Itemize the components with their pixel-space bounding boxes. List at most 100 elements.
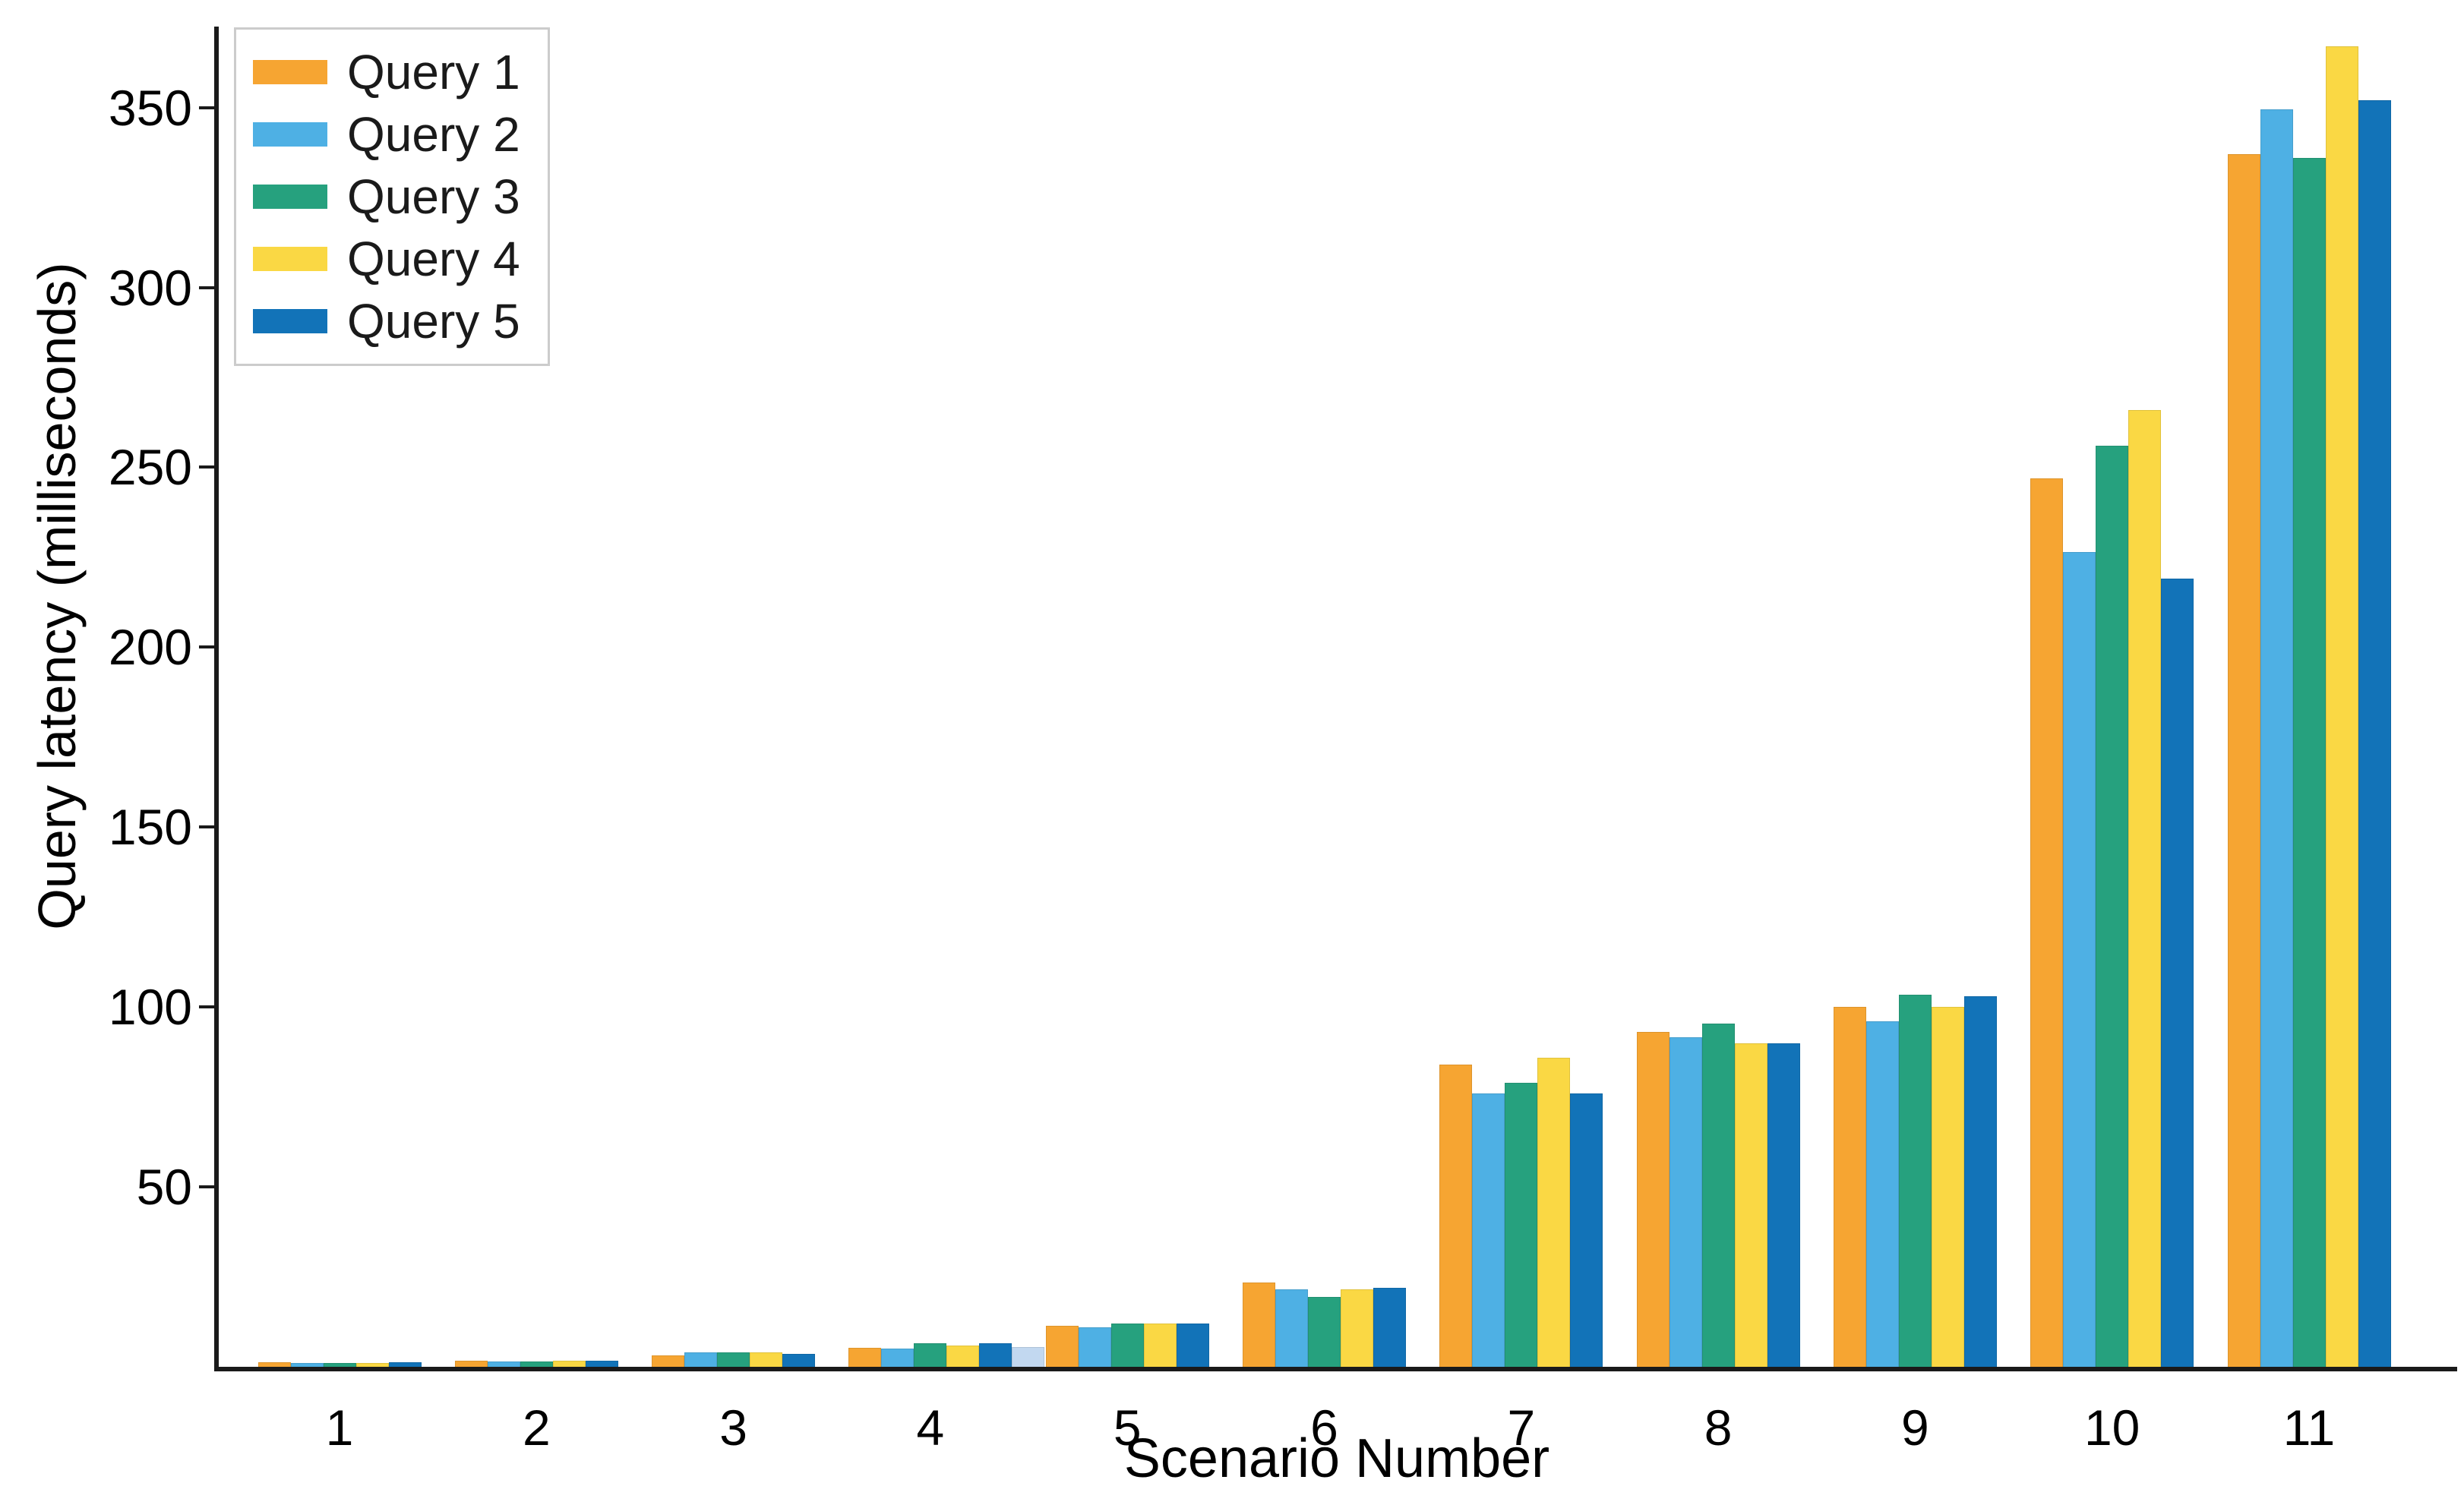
bar-query4-scenario-3 <box>750 1352 783 1367</box>
bar-group-scenario-8 <box>1636 27 1800 1367</box>
x-tick-label-11: 11 <box>2282 1399 2336 1456</box>
x-tick-label-3: 3 <box>719 1399 747 1456</box>
bar-query4-scenario-4 <box>946 1345 980 1367</box>
bar-query4-scenario-8 <box>1734 1043 1767 1367</box>
bar-query3-scenario-8 <box>1701 1023 1735 1367</box>
bar-query5-scenario-10 <box>2161 579 2194 1367</box>
x-tick-label-4: 4 <box>916 1399 945 1456</box>
x-tick-label-8: 8 <box>1704 1399 1733 1456</box>
legend-label-query5: Query 5 <box>347 294 520 349</box>
bar-query2-scenario-11 <box>2260 109 2293 1367</box>
bar-query2-scenario-9 <box>1865 1021 1899 1367</box>
y-tick-label-150: 150 <box>108 799 192 856</box>
bar-query1-scenario-1 <box>257 1362 291 1367</box>
bar-query3-scenario-1 <box>323 1363 356 1367</box>
x-tick-label-2: 2 <box>522 1399 551 1456</box>
legend-label-query2: Query 2 <box>347 107 520 162</box>
bar-query5-scenario-1 <box>388 1362 422 1367</box>
x-tick-label-5: 5 <box>1113 1399 1142 1456</box>
bar-query3-scenario-2 <box>520 1361 553 1367</box>
bar-query4-scenario-9 <box>1931 1007 1964 1367</box>
y-tick-label-200: 200 <box>108 619 192 676</box>
bar-query1-scenario-4 <box>848 1348 882 1367</box>
legend-row-query1: Query 1 <box>253 48 520 96</box>
bar-query2-scenario-3 <box>684 1352 718 1367</box>
legend-swatch-query4 <box>253 247 327 271</box>
y-tick-150 <box>199 825 214 829</box>
bar-query4-scenario-2 <box>552 1361 586 1367</box>
legend: Query 1 Query 2 Query 3 Query 4 Query 5 <box>234 27 550 366</box>
bar-group-scenario-1 <box>257 27 422 1367</box>
legend-row-query5: Query 5 <box>253 297 520 345</box>
bar-query5-scenario-5 <box>1176 1324 1209 1367</box>
bar-query1-scenario-5 <box>1045 1325 1079 1367</box>
y-axis-spine <box>214 27 219 1371</box>
bar-query2-scenario-6 <box>1275 1289 1308 1367</box>
legend-label-query4: Query 4 <box>347 232 520 286</box>
x-tick-label-6: 6 <box>1310 1399 1338 1456</box>
bar-query2-scenario-1 <box>290 1363 324 1367</box>
y-tick-label-350: 350 <box>108 79 192 136</box>
bar-group-scenario-6 <box>1243 27 1406 1367</box>
legend-label-query3: Query 3 <box>347 169 520 224</box>
y-tick-350 <box>199 106 214 109</box>
legend-swatch-query3 <box>253 185 327 209</box>
y-tick-300 <box>199 286 214 289</box>
bar-query5-scenario-6 <box>1373 1287 1406 1367</box>
bar-query4-scenario-11 <box>2325 46 2358 1367</box>
bar-group-scenario-11 <box>2227 27 2391 1367</box>
bar-query3-scenario-7 <box>1505 1082 1538 1367</box>
bar-query2-scenario-10 <box>2063 551 2096 1367</box>
bar-query5-scenario-7 <box>1570 1093 1603 1367</box>
plot-area: 50 100 150 200 250 300 350 1 2 3 4 5 6 7 8 9 10 11 <box>109 27 2457 1456</box>
legend-row-query2: Query 2 <box>253 110 520 159</box>
bar-group-scenario-2 <box>454 27 618 1367</box>
y-tick-200 <box>199 645 214 649</box>
bar-query3-scenario-6 <box>1308 1296 1341 1367</box>
bar-query2-scenario-5 <box>1078 1327 1111 1367</box>
bar-group-scenario-10 <box>2030 27 2194 1367</box>
bar-query2-scenario-4 <box>881 1349 915 1367</box>
x-axis-spine <box>214 1367 2457 1371</box>
bar-extra-scenario-4 <box>1012 1346 1045 1367</box>
legend-row-query3: Query 3 <box>253 172 520 221</box>
bar-query1-scenario-10 <box>2030 478 2064 1367</box>
x-tick-label-1: 1 <box>325 1399 354 1456</box>
y-axis-title: Query latency (milliseconds) <box>27 262 87 930</box>
bar-query3-scenario-10 <box>2096 446 2129 1367</box>
legend-label-query1: Query 1 <box>347 45 520 99</box>
bar-query4-scenario-5 <box>1143 1324 1177 1367</box>
legend-swatch-query1 <box>253 60 327 84</box>
y-tick-label-300: 300 <box>108 259 192 316</box>
bar-query5-scenario-8 <box>1767 1043 1800 1367</box>
y-tick-label-50: 50 <box>136 1159 192 1216</box>
bar-query1-scenario-6 <box>1243 1282 1275 1367</box>
bar-query3-scenario-3 <box>717 1352 750 1367</box>
bar-group-scenario-7 <box>1439 27 1603 1367</box>
bar-query2-scenario-8 <box>1669 1037 1702 1367</box>
y-tick-250 <box>199 465 214 469</box>
bar-query1-scenario-8 <box>1636 1032 1670 1367</box>
bar-query1-scenario-9 <box>1833 1007 1866 1367</box>
bar-query4-scenario-6 <box>1341 1289 1373 1367</box>
y-tick-100 <box>199 1005 214 1009</box>
legend-swatch-query5 <box>253 309 327 333</box>
bar-query3-scenario-5 <box>1110 1324 1144 1367</box>
bar-query5-scenario-3 <box>782 1353 816 1367</box>
bar-query4-scenario-1 <box>355 1362 389 1367</box>
bar-query2-scenario-2 <box>487 1361 520 1367</box>
bar-group-scenario-9 <box>1833 27 1997 1367</box>
bar-query3-scenario-11 <box>2292 157 2326 1367</box>
x-tick-label-7: 7 <box>1507 1399 1536 1456</box>
bar-query5-scenario-4 <box>979 1343 1012 1367</box>
bar-group-scenario-4 <box>848 27 1045 1367</box>
x-tick-label-10: 10 <box>2083 1399 2140 1456</box>
y-tick-label-250: 250 <box>108 439 192 496</box>
bar-query1-scenario-2 <box>454 1361 488 1367</box>
x-tick-label-9: 9 <box>1901 1399 1929 1456</box>
bar-query4-scenario-10 <box>2128 409 2162 1367</box>
bar-query1-scenario-3 <box>652 1355 685 1367</box>
bar-query3-scenario-9 <box>1898 994 1932 1367</box>
legend-swatch-query2 <box>253 122 327 147</box>
